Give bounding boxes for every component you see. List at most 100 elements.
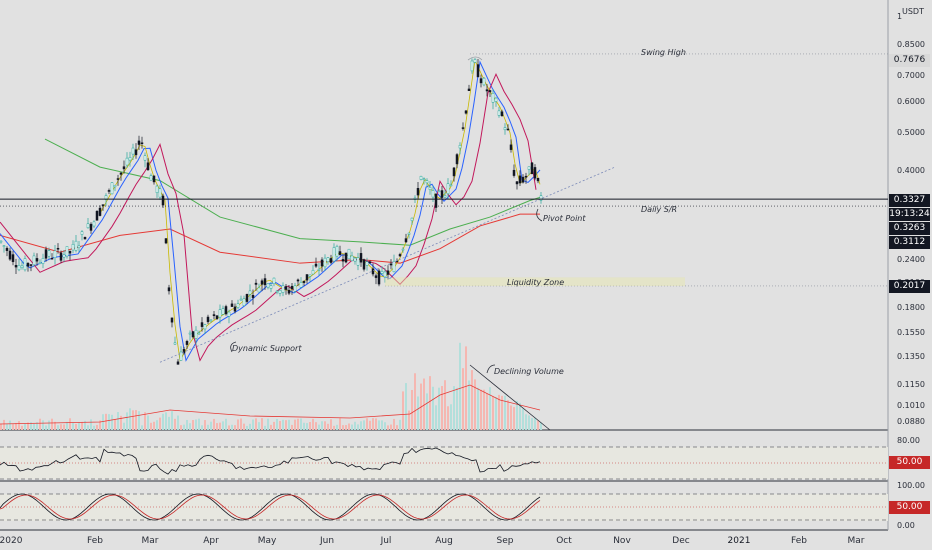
volume-bar (48, 420, 50, 430)
price-axis-tick: 0.1800 (897, 303, 925, 312)
candle-body (59, 252, 63, 261)
volume-bar (144, 412, 146, 430)
volume-bar (219, 422, 221, 430)
volume-bar (27, 422, 29, 430)
volume-bar (474, 379, 476, 430)
time-axis-tick: Mar (142, 536, 159, 546)
volume-bar (105, 413, 107, 430)
volume-bar (126, 412, 128, 430)
candle-body (482, 77, 486, 86)
volume-bar (465, 346, 467, 430)
price-axis-tick: 0.8500 (897, 40, 925, 49)
stoch-axis-tick-bottom: 0.00 (897, 521, 915, 530)
volume-bar (54, 421, 56, 430)
candle-body (524, 175, 528, 178)
candle-body (527, 166, 531, 170)
candle-body (347, 248, 351, 260)
candle-body (74, 240, 78, 251)
candle-body (182, 349, 186, 354)
volume-bar (339, 418, 341, 430)
volume-bar (114, 419, 116, 430)
candle-body (131, 147, 135, 155)
volume-bar (450, 404, 452, 430)
volume-bar (141, 425, 143, 430)
volume-bar (486, 393, 488, 430)
candle-body (134, 149, 138, 156)
declining-volume-label: Declining Volume (494, 367, 564, 376)
volume-bar (120, 415, 122, 430)
volume-bar (480, 389, 482, 430)
volume-bar (351, 424, 353, 430)
candle-body (35, 258, 39, 262)
level-b-price-tag: 0.3112 (889, 236, 930, 249)
volume-bar (51, 418, 53, 430)
volume-bar (150, 422, 152, 430)
candle-body (473, 59, 477, 63)
volume-bar (501, 395, 503, 430)
volume-bar (18, 421, 20, 430)
volume-bar (198, 418, 200, 430)
volume-bar (168, 416, 170, 430)
candle-body (236, 303, 240, 308)
candle-body (368, 261, 372, 264)
candle-body (419, 175, 423, 180)
volume-bar (36, 422, 38, 430)
price-axis-tick: 0.7000 (897, 71, 925, 80)
candle-body (62, 254, 66, 258)
candle-body (446, 183, 450, 195)
candle-body (2, 245, 6, 247)
candle-body (47, 250, 51, 257)
stoch-d-line (0, 494, 541, 520)
volume-bar (123, 422, 125, 430)
candle-body (53, 250, 57, 258)
candle-body (197, 332, 201, 335)
time-axis-tick: Oct (556, 536, 572, 546)
volume-bar (78, 422, 80, 430)
candle-body (269, 285, 273, 289)
candle-body (353, 257, 357, 262)
price-axis-tick: 0.1550 (897, 328, 925, 337)
volume-bar (93, 425, 95, 430)
volume-bar (528, 415, 530, 430)
countdown-tag: 19:13:24 (889, 208, 930, 221)
candle-body (26, 262, 30, 267)
level-a-price-tag: 0.3263 (889, 222, 930, 235)
volume-bar (189, 423, 191, 430)
volume-bar (267, 418, 269, 430)
candle-body (191, 331, 195, 338)
candle-body (467, 88, 471, 91)
volume-bar (321, 421, 323, 430)
swing-high-arc (467, 56, 483, 61)
candle-body (86, 223, 90, 229)
volume-bar (87, 425, 89, 430)
time-axis-tick: 2020 (0, 536, 23, 546)
candle-body (260, 280, 264, 285)
volume-bar (255, 418, 257, 430)
ma-200-line (44, 138, 541, 246)
volume-bar (264, 425, 266, 430)
candle-body (173, 342, 177, 345)
candle-body (416, 188, 420, 196)
candle-body (38, 262, 42, 264)
candle-body (23, 258, 27, 271)
candle-body (44, 249, 48, 259)
candle-body (71, 244, 75, 251)
volume-ma-line (0, 384, 541, 425)
candle-body (533, 167, 537, 179)
candle-body (410, 217, 414, 221)
candle-body (497, 110, 501, 116)
candle-body (221, 308, 225, 315)
volume-bar (438, 387, 440, 430)
volume-bar (12, 424, 14, 430)
volume-bar (108, 414, 110, 430)
candle-body (530, 162, 534, 175)
candle-body (248, 290, 252, 295)
candle-body (407, 232, 411, 235)
candle-body (287, 290, 291, 294)
candle-body (239, 298, 243, 301)
volume-bar (372, 418, 374, 430)
volume-bar (159, 417, 161, 430)
candle-body (32, 255, 36, 266)
